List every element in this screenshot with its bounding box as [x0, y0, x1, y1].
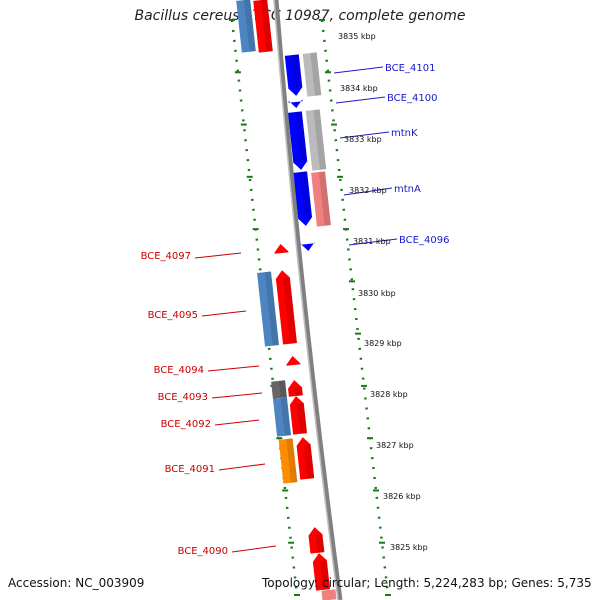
gene-label-BCE_4093[interactable]: BCE_4093	[158, 392, 208, 403]
cog-BCE_4101	[302, 52, 322, 97]
cds-mtnA-shade	[300, 171, 313, 218]
cds-BCE_4101-shade	[291, 54, 303, 88]
backbone-line	[273, 0, 343, 600]
cds-BCE_4093	[288, 380, 303, 397]
cog-BCE_4101-shade	[310, 52, 322, 96]
feature-top-red-shade	[260, 0, 273, 52]
cds-BCE_4097	[274, 244, 289, 254]
tick-label-3827: 3827 kbp	[376, 441, 414, 450]
gene-label-BCE_4094[interactable]: BCE_4094	[154, 365, 204, 376]
leader-forward-2	[207, 365, 260, 372]
gene-label-BCE_4090[interactable]: BCE_4090	[178, 546, 228, 557]
cds-BCE_4090-shade	[315, 534, 325, 553]
tick-label-3835: 3835 kbp	[338, 32, 376, 41]
gene-label-BCE_4101[interactable]: BCE_4101	[385, 63, 435, 74]
cds-BCE_4094-shade	[293, 363, 301, 365]
cds-BCE_4092-shade	[296, 403, 308, 434]
cds-BCE_4101	[284, 54, 303, 96]
cds-BCE_4092	[289, 396, 308, 435]
feature-top-red	[253, 0, 273, 53]
tick-label-3831: 3831 kbp	[353, 237, 391, 246]
cds-mtnK	[287, 111, 308, 170]
tick-label-3829: 3829 kbp	[364, 339, 402, 348]
cds-BCE_4091-shade	[303, 444, 315, 479]
gene-label-BCE_4096[interactable]: BCE_4096	[399, 235, 449, 246]
tick-label-3832: 3832 kbp	[349, 186, 387, 195]
cds-BCE_4095	[275, 270, 297, 345]
leader-reverse-1	[335, 96, 386, 104]
feature-top-blue-shade	[243, 0, 256, 52]
cog-BCE_4093-shade	[278, 380, 287, 398]
leader-forward-0	[194, 252, 242, 259]
cog-BCE_4095	[257, 271, 279, 347]
cog-BCE_4092	[272, 397, 292, 437]
cog-mtnK-shade	[313, 109, 327, 170]
green-dotted-rings	[229, 19, 391, 596]
leader-reverse-2	[339, 131, 390, 139]
leader-forward-4	[214, 419, 260, 426]
cog-BCE_4095-shade	[264, 271, 279, 346]
cog-mtnA	[311, 171, 331, 227]
genome-summary-text: Topology: circular; Length: 5,224,283 bp…	[262, 576, 592, 590]
tick-label-3830: 3830 kbp	[358, 289, 396, 298]
tick-label-3825: 3825 kbp	[390, 543, 428, 552]
gene-label-mtnK[interactable]: mtnK	[391, 128, 418, 139]
tick-label-3834: 3834 kbp	[340, 84, 378, 93]
leader-reverse-3	[343, 187, 393, 196]
gene-label-mtnA[interactable]: mtnA	[394, 184, 421, 195]
cds-mtnA	[293, 171, 313, 226]
cog-BCE_4092-shade	[280, 397, 292, 436]
leader-forward-1	[201, 310, 247, 317]
accession-text: Accession: NC_003909	[8, 576, 145, 590]
backbone-highlight	[273, 0, 339, 600]
genome-backbone	[273, 0, 343, 600]
map-title: Bacillus cereus ATCC 10987, complete gen…	[134, 8, 466, 24]
cog-bottom	[321, 589, 337, 600]
gene-label-BCE_4092[interactable]: BCE_4092	[161, 419, 211, 430]
gene-label-BCE_4095[interactable]: BCE_4095	[148, 310, 198, 321]
cog-mtnK	[305, 109, 327, 171]
label-leader-lines	[194, 66, 398, 553]
outer-dotted-ring	[320, 19, 390, 596]
gene-label-BCE_4100[interactable]: BCE_4100	[387, 93, 437, 104]
cds-BCE_4091	[296, 437, 315, 480]
cog-BCE_4091-shade	[286, 438, 298, 483]
feature-top-blue	[236, 0, 256, 53]
leader-forward-5	[218, 463, 266, 471]
labels: 3835 kbp 3834 kbp 3833 kbp 3832 kbp 3831…	[141, 32, 450, 557]
cds-BCE_4097-shade	[281, 251, 289, 253]
cds-BCE_4090b	[312, 553, 330, 591]
cds-BCE_4096	[300, 242, 315, 251]
tick-label-3833: 3833 kbp	[344, 135, 382, 144]
tick-label-3826: 3826 kbp	[383, 492, 421, 501]
cds-BCE_4100	[288, 99, 303, 108]
cds-mtnK-shade	[294, 111, 308, 162]
cog-BCE_4093	[271, 380, 287, 399]
cds-BCE_4090b-shade	[319, 560, 330, 590]
leader-forward-6	[231, 545, 277, 553]
cog-mtnA-shade	[318, 171, 331, 226]
cds-BCE_4093-shade	[295, 387, 303, 396]
leader-reverse-0	[333, 66, 384, 74]
leader-reverse-4	[348, 238, 398, 246]
gene-label-BCE_4091[interactable]: BCE_4091	[165, 464, 215, 475]
cog-BCE_4091	[278, 438, 298, 484]
cds-BCE_4095-shade	[282, 277, 297, 344]
cds-BCE_4090	[308, 527, 325, 554]
tick-label-3828: 3828 kbp	[370, 390, 408, 399]
leader-forward-3	[211, 392, 263, 399]
cds-BCE_4094	[286, 356, 301, 366]
feature-tracks	[236, 0, 337, 600]
gene-label-BCE_4097[interactable]: BCE_4097	[141, 251, 191, 262]
